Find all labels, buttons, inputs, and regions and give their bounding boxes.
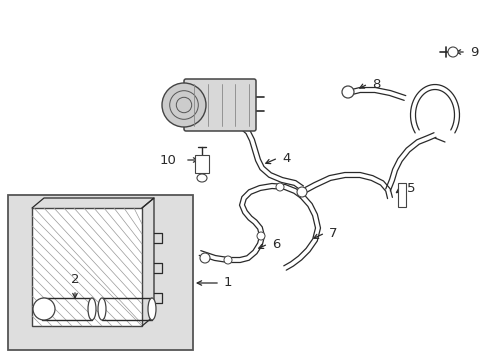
Bar <box>195 155 208 173</box>
Circle shape <box>224 256 231 264</box>
Text: 5: 5 <box>406 181 415 194</box>
Ellipse shape <box>197 174 206 182</box>
Text: 2: 2 <box>71 273 79 286</box>
Circle shape <box>33 298 55 320</box>
FancyBboxPatch shape <box>183 79 256 131</box>
Circle shape <box>296 187 306 197</box>
Text: 3: 3 <box>169 102 178 114</box>
Text: 1: 1 <box>224 276 232 289</box>
Ellipse shape <box>98 298 106 320</box>
Circle shape <box>162 83 205 127</box>
Circle shape <box>341 86 353 98</box>
Ellipse shape <box>88 298 96 320</box>
Text: 8: 8 <box>371 77 380 90</box>
Text: 9: 9 <box>469 45 477 59</box>
Bar <box>397 183 405 207</box>
Text: 4: 4 <box>282 152 290 165</box>
Circle shape <box>257 232 264 240</box>
Ellipse shape <box>148 298 156 320</box>
Text: 7: 7 <box>328 226 337 239</box>
Text: +: + <box>41 306 47 312</box>
Text: 10: 10 <box>159 153 176 166</box>
Circle shape <box>275 183 284 191</box>
Bar <box>32 208 142 326</box>
Circle shape <box>200 253 209 263</box>
Text: 6: 6 <box>271 238 280 251</box>
Circle shape <box>447 47 457 57</box>
Bar <box>8 195 193 350</box>
